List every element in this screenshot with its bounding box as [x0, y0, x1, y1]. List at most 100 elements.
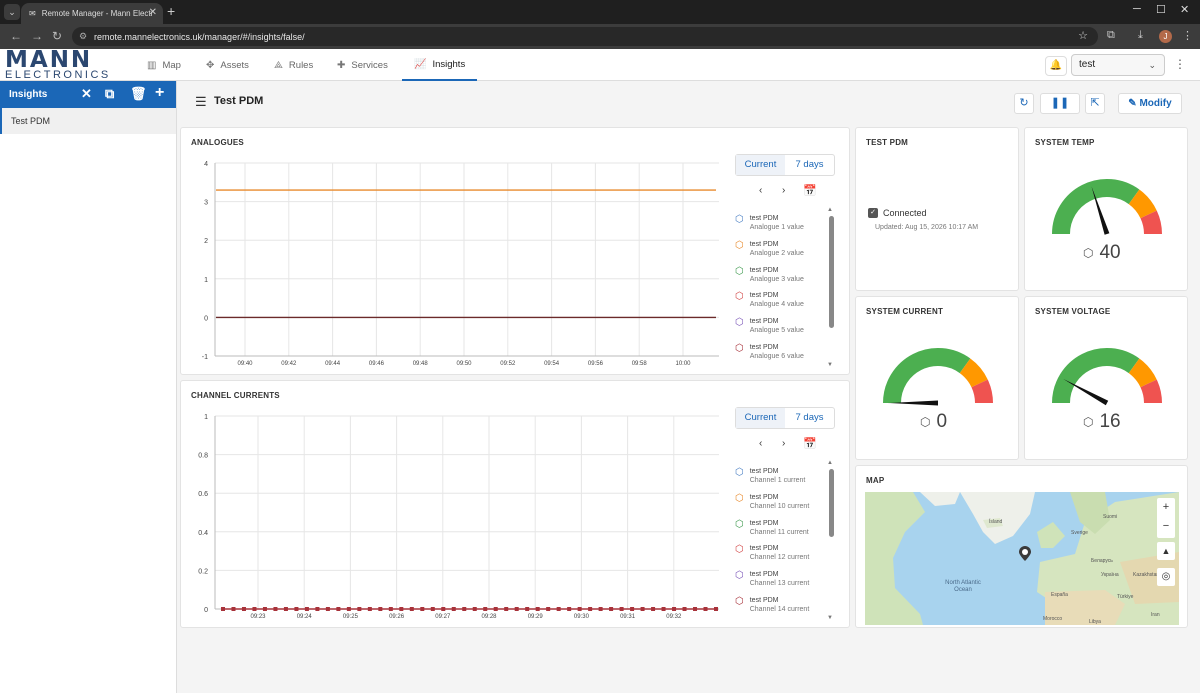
locate-icon[interactable]: ◎	[1157, 568, 1175, 586]
legend-attribute-name: Analogue 5 value	[749, 327, 804, 335]
legend-asset-name: test PDM	[749, 596, 779, 604]
legend-attribute-name: Channel 13 current	[749, 580, 810, 588]
legend-scrollbar[interactable]	[829, 216, 834, 328]
close-icon[interactable]: ✕	[81, 86, 92, 101]
puzzle-icon: ✚	[337, 59, 346, 71]
sidebar-item-test-pdm[interactable]: Test PDM	[0, 108, 176, 134]
bookmark-star-icon[interactable]: ☆	[1078, 30, 1088, 42]
app-menu-icon[interactable]: ⋮	[1174, 57, 1186, 71]
scroll-up-icon[interactable]: ▲	[827, 460, 833, 466]
tab-search-icon[interactable]: ⌄	[4, 4, 20, 20]
legend-item[interactable]: ⬡ test PDM Channel 10 current	[735, 493, 827, 519]
scroll-down-icon[interactable]: ▼	[827, 362, 833, 368]
toggle-current[interactable]: Current	[736, 408, 785, 428]
new-tab-icon[interactable]: +	[167, 3, 176, 19]
compass-icon[interactable]: ▲	[1157, 542, 1175, 560]
series-point	[241, 607, 246, 611]
cube-icon: ⬡	[1083, 415, 1094, 429]
asset-marker-icon[interactable]	[1018, 546, 1032, 562]
cube-icon: ⬡	[735, 544, 744, 556]
modify-button[interactable]: ✎ Modify	[1118, 93, 1182, 114]
legend-item[interactable]: ⬡ test PDM Analogue 3 value	[735, 266, 827, 292]
hamburger-menu-icon[interactable]: ☰	[195, 94, 207, 109]
legend-scrollbar[interactable]	[829, 469, 834, 537]
site-info-icon[interactable]: ⚙	[79, 31, 88, 41]
series-point	[420, 607, 425, 611]
zoom-out-icon[interactable]: −	[1162, 520, 1170, 532]
legend-item[interactable]: ⬡ test PDM Channel 11 current	[735, 519, 827, 545]
gauge-band-red	[1140, 379, 1162, 404]
realm-select[interactable]: test ⌄	[1071, 54, 1165, 76]
reload-icon[interactable]: ↻	[52, 29, 63, 43]
profile-avatar[interactable]: J	[1159, 30, 1172, 43]
zoom-in-icon[interactable]: +	[1162, 501, 1170, 513]
series-point	[598, 607, 603, 611]
toggle-7-days[interactable]: 7 days	[795, 159, 824, 170]
browser-tab[interactable]: ✉ Remote Manager - Mann Electr ✕	[21, 3, 163, 24]
refresh-button[interactable]: ↻	[1014, 93, 1034, 114]
browser-menu-icon[interactable]: ⋮	[1182, 30, 1193, 42]
series-point	[346, 607, 351, 611]
minimize-icon[interactable]: ─	[1133, 3, 1141, 15]
prev-period-icon[interactable]: ‹	[759, 438, 763, 449]
prev-period-icon[interactable]: ‹	[759, 185, 763, 196]
nav-services[interactable]: ✚ Services	[337, 59, 388, 71]
calendar-icon[interactable]: 📅	[803, 438, 817, 450]
legend-item[interactable]: ⬡ test PDM Channel 13 current	[735, 570, 827, 596]
browser-chrome: ⌄ ✉ Remote Manager - Mann Electr ✕ + ─ ☐…	[0, 0, 1200, 49]
delete-icon[interactable]: 🗑	[130, 86, 147, 101]
currents-period-toggle[interactable]: Current 7 days	[735, 407, 835, 429]
forward-icon[interactable]: →	[31, 29, 43, 43]
y-tick-label: 0	[204, 607, 208, 614]
maximize-icon[interactable]: ☐	[1156, 4, 1166, 16]
nav-rules[interactable]: ⟁ Rules	[274, 59, 314, 71]
analogues-period-toggle[interactable]: Current 7 days	[735, 154, 835, 176]
close-tab-icon[interactable]: ✕	[148, 7, 157, 18]
cube-icon: ⬡	[920, 415, 931, 429]
legend-item[interactable]: ⬡ test PDM Analogue 2 value	[735, 240, 827, 266]
series-point	[430, 607, 435, 611]
copy-icon[interactable]: ⧉	[105, 86, 115, 101]
scroll-down-icon[interactable]: ▼	[827, 615, 833, 621]
calendar-icon[interactable]: 📅	[803, 185, 817, 197]
downloads-icon[interactable]: ⤓	[1138, 29, 1143, 41]
analogues-title: ANALOGUES	[191, 138, 244, 147]
series-point	[315, 607, 320, 611]
pause-icon: ❚❚	[1050, 97, 1070, 109]
nav-map[interactable]: ▥ Map	[147, 59, 181, 71]
notifications-bell-icon[interactable]: 🔔	[1045, 56, 1067, 76]
toggle-7-days[interactable]: 7 days	[795, 412, 824, 423]
series-point	[588, 607, 593, 611]
legend-item[interactable]: ⬡ test PDM Channel 14 current	[735, 596, 827, 622]
map-view[interactable]: North Atlantic Ocean Ísland Sverige Suom…	[865, 492, 1179, 625]
map-label: Sverige	[1071, 530, 1088, 536]
address-bar[interactable]: ⚙ remote.mannelectronics.uk/manager/#/in…	[72, 27, 1098, 46]
x-tick-label: 09:48	[413, 361, 429, 367]
legend-item[interactable]: ⬡ test PDM Analogue 6 value	[735, 343, 827, 369]
back-icon[interactable]: ←	[10, 29, 22, 43]
legend-item[interactable]: ⬡ test PDM Channel 12 current	[735, 544, 827, 570]
add-icon[interactable]: +	[155, 84, 165, 101]
logo[interactable]: MANN ELECTRONICS	[5, 47, 111, 81]
legend-item[interactable]: ⬡ test PDM Analogue 1 value	[735, 214, 827, 240]
next-period-icon[interactable]: ›	[782, 185, 786, 196]
gauge-band-green	[883, 348, 971, 404]
toggle-current[interactable]: Current	[736, 155, 785, 175]
pause-button[interactable]: ❚❚	[1040, 93, 1080, 114]
nav-assets[interactable]: ✥ Assets	[206, 59, 249, 71]
x-tick-label: 09:42	[281, 361, 297, 367]
scroll-up-icon[interactable]: ▲	[827, 207, 833, 213]
legend-asset-name: test PDM	[749, 266, 779, 274]
legend-item[interactable]: ⬡ test PDM Analogue 4 value	[735, 291, 827, 317]
next-period-icon[interactable]: ›	[782, 438, 786, 449]
nav-insights[interactable]: 📈 Insights	[402, 49, 478, 81]
x-tick-label: 09:25	[343, 614, 359, 620]
extensions-icon[interactable]: ⧉	[1107, 29, 1115, 41]
legend-item[interactable]: ⬡ test PDM Channel 1 current	[735, 467, 827, 493]
series-point	[609, 607, 614, 611]
x-tick-label: 09:46	[369, 361, 385, 367]
x-tick-label: 09:24	[297, 614, 313, 620]
close-window-icon[interactable]: ✕	[1180, 4, 1190, 16]
open-external-button[interactable]: ⇱	[1085, 93, 1105, 114]
legend-item[interactable]: ⬡ test PDM Analogue 5 value	[735, 317, 827, 343]
